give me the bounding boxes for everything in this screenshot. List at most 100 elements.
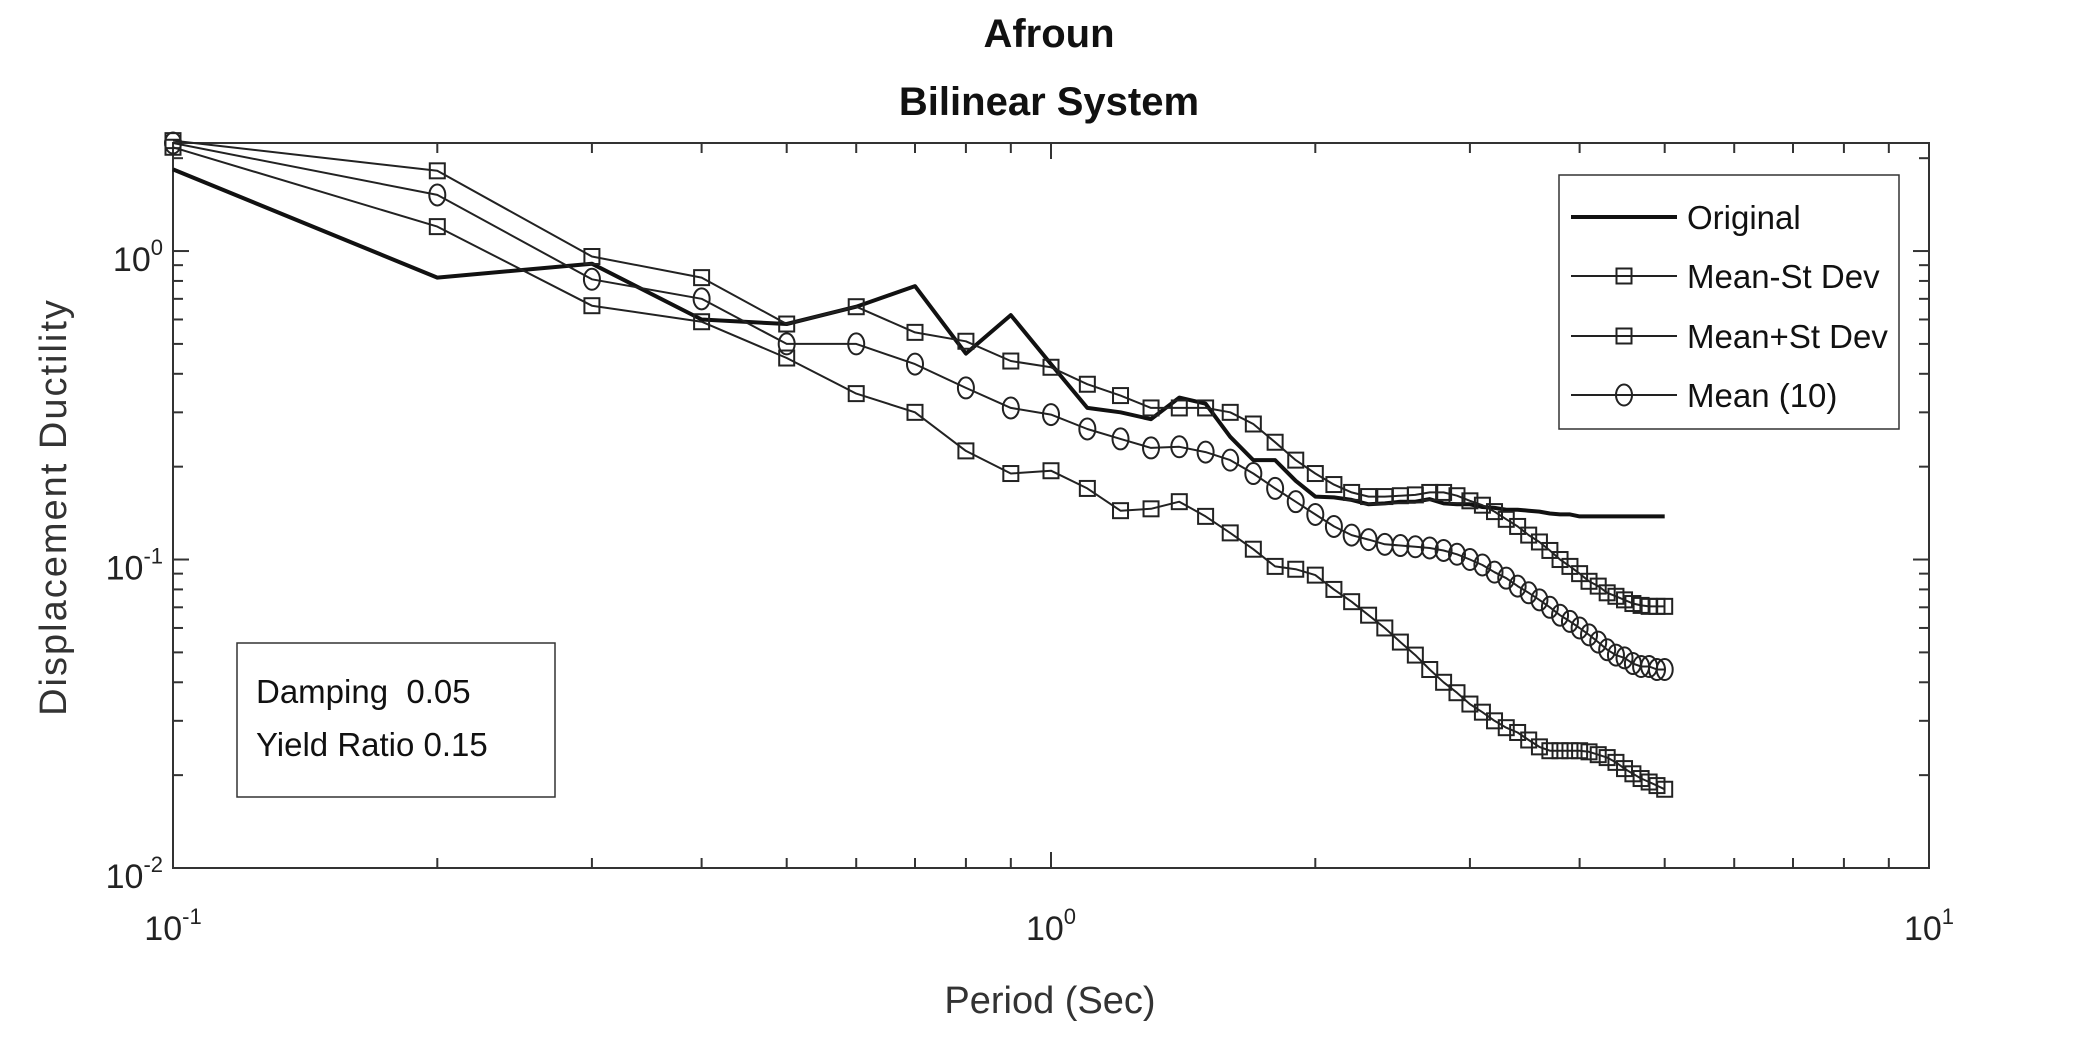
data-point [1540, 595, 1559, 619]
data-point [957, 332, 975, 350]
data-point [1112, 502, 1130, 520]
data-point [1324, 514, 1343, 538]
chart-subtitle: Bilinear System [899, 80, 1199, 124]
data-point [692, 287, 711, 311]
data-point [1286, 490, 1305, 514]
data-point [906, 323, 924, 341]
data-point [906, 403, 924, 421]
data-point [1078, 417, 1097, 441]
data-point [428, 183, 447, 207]
data-point [1325, 476, 1343, 494]
data-point [1580, 623, 1599, 647]
data-point [1421, 483, 1439, 501]
data-point [1221, 524, 1239, 542]
parameters-box: Damping 0.05 Yield Ratio 0.15 [236, 642, 556, 798]
legend: Original Mean-St Dev Mean+St Dev Mean (10) [1558, 174, 1900, 430]
data-point [1142, 399, 1160, 417]
data-point [1519, 581, 1538, 605]
data-point [1342, 523, 1361, 547]
data-point [1266, 433, 1284, 451]
series-group [164, 131, 1674, 798]
data-point [1287, 560, 1305, 578]
y-axis-label: Displacement Ductility [33, 298, 75, 716]
data-point [1473, 496, 1491, 514]
parameters-box-frame [236, 642, 556, 798]
data-point [582, 267, 601, 291]
data-point [583, 248, 601, 266]
data-point [1606, 643, 1625, 667]
data-point [1142, 500, 1160, 518]
data-point [1607, 587, 1625, 605]
data-point [1598, 749, 1616, 767]
data-point [583, 297, 601, 315]
data-point [1448, 487, 1466, 505]
data-point [1001, 396, 1020, 420]
series-mean-st-dev [164, 138, 1674, 798]
x-axis-label: Period (Sec) [944, 980, 1155, 1022]
data-point [1391, 633, 1409, 651]
data-point [1485, 560, 1504, 584]
data-point [1343, 483, 1361, 501]
data-point [1170, 435, 1189, 459]
data-point [1615, 646, 1634, 670]
data-point [1221, 448, 1240, 472]
data-point [1647, 658, 1666, 682]
data-point [1560, 609, 1579, 633]
data-point [1142, 436, 1161, 460]
y-tick-label: 100 [113, 235, 163, 279]
data-point [1343, 593, 1361, 611]
x-tick-label: 101 [1904, 904, 1954, 948]
data-point [1541, 541, 1559, 559]
data-point [905, 352, 924, 376]
data-point [1580, 572, 1598, 590]
legend-label: Mean+St Dev [1687, 318, 1888, 355]
data-point [1589, 630, 1608, 654]
data-point [1221, 403, 1239, 421]
data-point [1656, 597, 1674, 615]
data-point [1509, 517, 1527, 535]
data-point [1473, 703, 1491, 721]
data-point [1656, 780, 1674, 798]
data-point [1530, 738, 1548, 756]
data-point [1580, 743, 1598, 761]
plot-axes: 10-1 100 101 10-2 10-1 100 [106, 142, 1954, 948]
legend-label: Mean-St Dev [1687, 258, 1880, 295]
data-point [1421, 661, 1439, 679]
data-point [693, 313, 711, 331]
series-line-mean-10 [172, 142, 1665, 671]
data-point [778, 315, 796, 333]
data-point [1551, 603, 1570, 627]
data-point [1325, 580, 1343, 598]
data-point [1376, 619, 1394, 637]
legend-marker [1615, 383, 1633, 407]
data-point [847, 385, 865, 403]
data-point [1360, 488, 1378, 506]
data-point [1002, 352, 1020, 370]
legend-label: Original [1687, 199, 1801, 236]
data-point [164, 131, 182, 155]
data-point [1406, 535, 1425, 559]
data-point [957, 442, 975, 460]
data-point [1541, 742, 1559, 760]
data-point [1434, 538, 1453, 562]
x-tick-label: 100 [1026, 904, 1076, 948]
data-point [1530, 588, 1549, 612]
data-point [1655, 658, 1674, 682]
data-point [1170, 399, 1188, 417]
y-tick-label: 10-2 [106, 852, 163, 896]
data-point [1435, 673, 1453, 691]
data-point [956, 376, 975, 400]
data-point [1196, 440, 1215, 464]
data-point [847, 332, 866, 356]
data-point [1570, 616, 1589, 640]
damping-text: Damping 0.05 [256, 673, 471, 710]
series-line-original [172, 167, 1665, 519]
data-point [1287, 451, 1305, 469]
data-point [1244, 540, 1262, 558]
data-point [1598, 584, 1616, 602]
data-point [1306, 502, 1325, 526]
data-point [1266, 476, 1285, 500]
data-point [1497, 566, 1516, 590]
data-point [1561, 742, 1579, 760]
